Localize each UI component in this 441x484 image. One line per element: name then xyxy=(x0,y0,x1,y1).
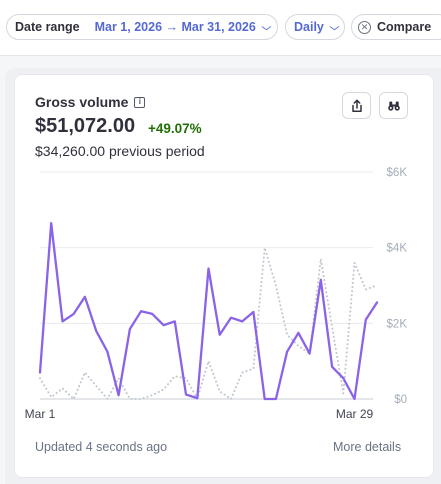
close-circle-icon[interactable]: ✕ xyxy=(358,20,371,34)
share-button[interactable] xyxy=(342,92,371,119)
y-tick-label: $4K xyxy=(387,243,408,255)
gross-volume-amount: $51,072.00 xyxy=(35,115,136,137)
filter-toolbar: Date range Mar 1, 2026 → Mar 31, 2026 ⌵ … xyxy=(0,0,441,56)
compare-filter[interactable]: ✕ Compare xyxy=(351,14,441,40)
change-percentage: +49.07% xyxy=(148,121,202,136)
gross-volume-card: Gross volume i $51,072.00 +49.07% $34,26… xyxy=(14,74,434,478)
y-tick-label: $6K xyxy=(387,167,408,179)
card-title-text: Gross volume xyxy=(35,94,129,110)
card-title: Gross volume i xyxy=(35,94,146,110)
chevron-down-icon: ⌵ xyxy=(261,21,272,32)
gross-volume-chart: $6K $4K $2K $0 Mar 1 Mar 29 xyxy=(25,167,408,421)
updated-timestamp: Updated 4 seconds ago xyxy=(35,440,168,454)
share-icon xyxy=(351,99,362,112)
date-range-value: Mar 1, 2026 → Mar 31, 2026 xyxy=(94,20,256,34)
date-range-label: Date range xyxy=(15,20,80,34)
chevron-down-icon: ⌵ xyxy=(329,21,340,32)
compare-label: Compare xyxy=(377,20,432,34)
explore-button[interactable] xyxy=(379,92,408,119)
previous-period-amount: $34,260.00 previous period xyxy=(35,143,205,159)
granularity-select[interactable]: Daily ⌵ xyxy=(285,14,345,40)
more-details-link[interactable]: More details xyxy=(333,440,402,454)
previous-period-line xyxy=(39,246,378,400)
x-tick-label: Mar 29 xyxy=(336,407,374,421)
y-tick-label: $2K xyxy=(387,318,408,330)
info-icon[interactable]: i xyxy=(134,96,146,108)
x-tick-label: Mar 1 xyxy=(25,407,56,421)
granularity-value: Daily xyxy=(294,20,324,34)
date-range-filter[interactable]: Date range Mar 1, 2026 → Mar 31, 2026 ⌵ xyxy=(6,14,278,40)
current-period-line xyxy=(38,221,379,401)
binoculars-icon xyxy=(387,101,400,111)
y-tick-label: $0 xyxy=(394,394,407,406)
